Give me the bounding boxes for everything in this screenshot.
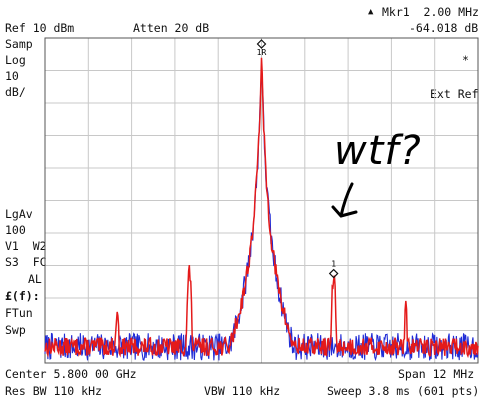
sweep-label: Sweep 3.8 ms (601 pts): [327, 384, 480, 398]
center-frequency-label: Center 5.800 00 GHz: [5, 367, 137, 381]
marker-1: 1: [328, 260, 339, 279]
plot-frame: [44, 37, 479, 364]
handwritten-annotation: wtf?: [334, 128, 422, 174]
scale-value: 10: [5, 69, 19, 83]
asterisk-indicator: *: [462, 53, 469, 67]
handwritten-arrow-icon: [331, 182, 358, 218]
plot-grid: [45, 38, 478, 363]
reference-marker: 1R: [256, 39, 267, 57]
trace-mode-s3fc: S3 FC: [5, 255, 47, 269]
ref-level-label: Ref 10 dBm: [5, 21, 75, 35]
swp-label: Swp: [5, 323, 26, 337]
samp-label: Samp: [5, 37, 33, 51]
marker-readout-value: -64.018 dB: [409, 21, 479, 35]
log-label: Log: [5, 53, 26, 67]
marker-1-diamond-icon: [328, 268, 339, 279]
span-label: Span 12 MHz: [398, 367, 475, 381]
al-label: AL: [28, 272, 42, 286]
trace-mode-v1w2: V1 W2: [5, 239, 47, 253]
res-bw-label: Res BW 110 kHz: [5, 384, 102, 398]
marker-1-label: 1: [331, 260, 336, 269]
reference-marker-label: 1R: [257, 48, 267, 57]
marker-readout-label: Mkr1 2.00 MHz: [382, 5, 479, 19]
ef-label: £(f):: [5, 289, 40, 303]
series-line-w2: [44, 57, 479, 359]
attenuation-label: Atten 20 dB: [133, 21, 210, 35]
scale-unit: dB/: [5, 85, 26, 99]
lgav-label: LgAv: [5, 207, 33, 221]
marker-triangle-icon: ▲: [368, 7, 374, 17]
reference-marker-diamond-icon: [256, 39, 267, 49]
vbw-label: VBW 110 kHz: [204, 384, 281, 398]
lgav-count: 100: [5, 223, 26, 237]
ftun-label: FTun: [5, 306, 33, 320]
